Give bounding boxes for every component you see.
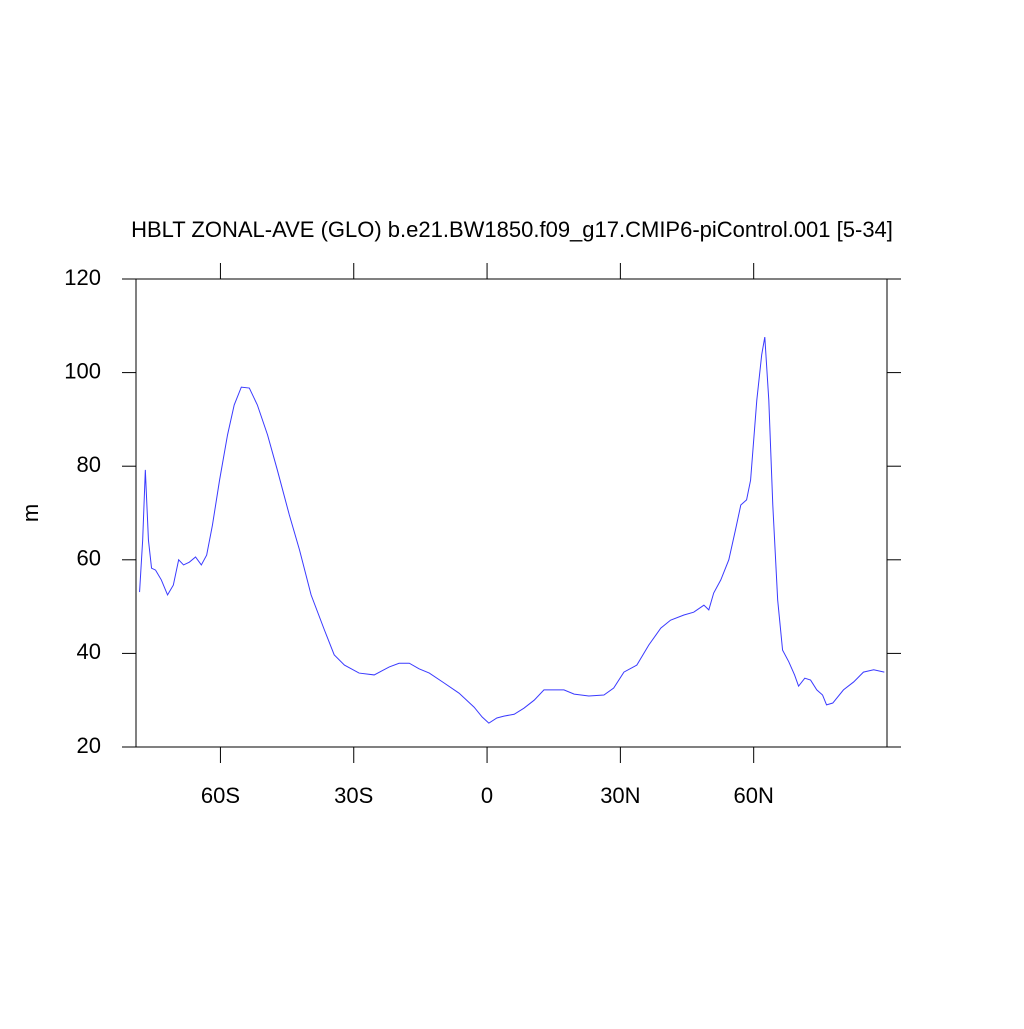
plot-frame xyxy=(135,278,888,748)
x-tick-label: 30N xyxy=(600,783,640,808)
y-tick-label: 120 xyxy=(64,265,101,290)
x-tick-label: 0 xyxy=(481,783,493,808)
y-tick-label: 100 xyxy=(64,358,101,383)
y-axis-label: m xyxy=(18,504,43,522)
x-tick-label: 60N xyxy=(734,783,774,808)
x-tick-label: 30S xyxy=(334,783,373,808)
y-tick-label: 20 xyxy=(77,733,101,758)
data-line xyxy=(139,336,885,724)
y-tick-label: 40 xyxy=(77,639,101,664)
chart-title: HBLT ZONAL-AVE (GLO) b.e21.BW1850.f09_g1… xyxy=(131,217,893,242)
y-tick-label: 60 xyxy=(77,546,101,571)
x-tick-label: 60S xyxy=(201,783,240,808)
y-tick-label: 80 xyxy=(77,452,101,477)
